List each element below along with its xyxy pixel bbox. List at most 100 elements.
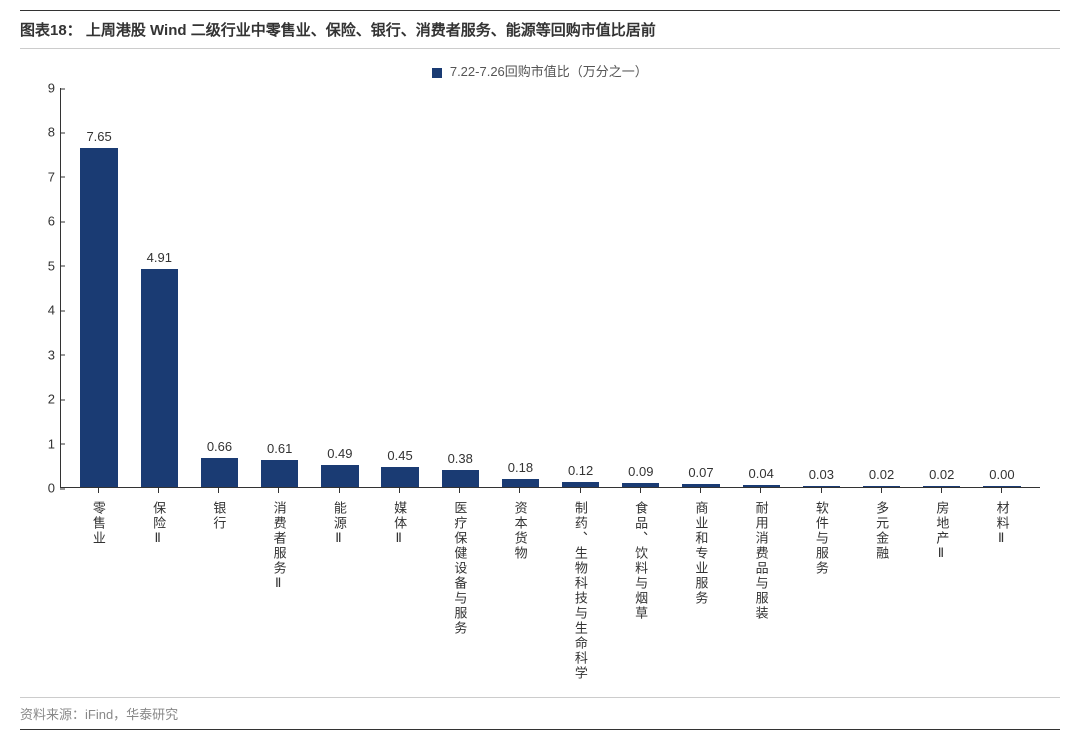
x-axis-label: 制药、生物科技与生命科学 [572, 501, 588, 681]
x-label-slot: 银行 [189, 501, 249, 681]
bar-slot: 0.09 [611, 88, 671, 487]
y-tick-label: 4 [30, 303, 55, 318]
y-axis: 0123456789 [30, 88, 55, 488]
bar-slot: 0.66 [189, 88, 249, 487]
bar-slot: 0.61 [250, 88, 310, 487]
x-axis-label: 多元金融 [874, 501, 890, 681]
legend-label: 7.22-7.26回购市值比（万分之一） [450, 64, 648, 79]
bar-value-label: 0.12 [568, 463, 593, 478]
x-label-slot: 资本货物 [490, 501, 550, 681]
y-tick-label: 8 [30, 125, 55, 140]
bar-slot: 0.12 [551, 88, 611, 487]
bar-value-label: 0.45 [387, 448, 412, 463]
bar: 0.02 [923, 486, 960, 487]
bar-slot: 0.07 [671, 88, 731, 487]
chart-area: 0123456789 7.654.910.660.610.490.450.380… [60, 88, 1040, 488]
y-tick-label: 5 [30, 258, 55, 273]
bar-slot: 0.18 [490, 88, 550, 487]
bar-slot: 0.49 [310, 88, 370, 487]
x-axis-label: 食品、饮料与烟草 [633, 501, 649, 681]
bar-value-label: 0.04 [749, 466, 774, 481]
bar: 0.61 [261, 460, 298, 487]
x-label-slot: 房地产Ⅱ [912, 501, 972, 681]
bar: 0.09 [622, 483, 659, 487]
bar: 0.12 [562, 482, 599, 487]
bar: 7.65 [80, 148, 117, 487]
x-label-slot: 软件与服务 [791, 501, 851, 681]
x-axis-label: 媒体Ⅱ [392, 501, 408, 681]
bar-slot: 0.38 [430, 88, 490, 487]
x-axis-label: 消费者服务Ⅱ [271, 501, 287, 681]
x-label-slot: 保险Ⅱ [128, 501, 188, 681]
x-axis-label: 软件与服务 [813, 501, 829, 681]
bar-value-label: 0.66 [207, 439, 232, 454]
x-label-slot: 制药、生物科技与生命科学 [550, 501, 610, 681]
x-ticks [60, 488, 1040, 493]
bar-value-label: 0.18 [508, 460, 533, 475]
bar-value-label: 0.38 [448, 451, 473, 466]
x-axis-label: 医疗保健设备与服务 [452, 501, 468, 681]
x-label-slot: 材料Ⅱ [972, 501, 1032, 681]
x-axis-label: 保险Ⅱ [151, 501, 167, 681]
y-tick-label: 1 [30, 436, 55, 451]
bar-value-label: 0.09 [628, 464, 653, 479]
bar-value-label: 0.49 [327, 446, 352, 461]
x-label-slot: 医疗保健设备与服务 [430, 501, 490, 681]
bar: 0.03 [803, 486, 840, 487]
x-label-slot: 耐用消费品与服装 [731, 501, 791, 681]
chart-title-row: 图表18： 上周港股 Wind 二级行业中零售业、保险、银行、消费者服务、能源等… [20, 10, 1060, 49]
bar-value-label: 0.07 [688, 465, 713, 480]
x-label-slot: 商业和专业服务 [671, 501, 731, 681]
x-axis-label: 银行 [211, 501, 227, 681]
plot-area: 7.65 4.91 0.66 0.61 0.49 0.45 0.38 0.18 0.12 0.09… [60, 88, 1040, 488]
bar: 4.91 [141, 269, 178, 487]
y-tick-label: 0 [30, 481, 55, 496]
bar: 0.18 [502, 479, 539, 487]
bar: 0.38 [442, 470, 479, 487]
bar: 0.49 [321, 465, 358, 487]
bar-value-label: 0.00 [989, 467, 1014, 482]
y-tick-label: 6 [30, 214, 55, 229]
y-tick-label: 2 [30, 392, 55, 407]
bar-slot: 0.04 [731, 88, 791, 487]
x-axis-label: 耐用消费品与服装 [753, 501, 769, 681]
x-axis-label: 能源Ⅱ [331, 501, 347, 681]
bar: 0.45 [381, 467, 418, 487]
bar-slot: 0.00 [972, 88, 1032, 487]
title-prefix: 图表18： [20, 22, 82, 39]
x-axis-label: 零售业 [90, 501, 106, 681]
x-label-slot: 零售业 [68, 501, 128, 681]
bar-slot: 0.45 [370, 88, 430, 487]
bar-slot: 0.02 [851, 88, 911, 487]
legend: 7.22-7.26回购市值比（万分之一） [20, 53, 1060, 88]
x-axis-label: 资本货物 [512, 501, 528, 681]
x-axis-label: 材料Ⅱ [994, 501, 1010, 681]
title-text: 上周港股 Wind 二级行业中零售业、保险、银行、消费者服务、能源等回购市值比居… [86, 22, 656, 39]
bar-slot: 0.03 [791, 88, 851, 487]
bar-slot: 4.91 [129, 88, 189, 487]
x-axis-label: 房地产Ⅱ [934, 501, 950, 681]
x-axis-label: 商业和专业服务 [693, 501, 709, 681]
bar-value-label: 0.61 [267, 441, 292, 456]
bar-value-label: 0.03 [809, 467, 834, 482]
bars-container: 7.65 4.91 0.66 0.61 0.49 0.45 0.38 0.18 0.12 0.09… [61, 88, 1040, 487]
bar: 0.00 [983, 486, 1020, 487]
bar-value-label: 4.91 [147, 250, 172, 265]
bar-value-label: 0.02 [929, 467, 954, 482]
x-label-slot: 能源Ⅱ [309, 501, 369, 681]
x-axis-labels: 零售业 保险Ⅱ 银行 消费者服务Ⅱ 能源Ⅱ 媒体Ⅱ 医疗保健设备与服务 资本货物 制药、生物科技… [60, 493, 1040, 681]
bar-slot: 0.02 [912, 88, 972, 487]
bar-value-label: 7.65 [86, 129, 111, 144]
bar-slot: 7.65 [69, 88, 129, 487]
x-label-slot: 消费者服务Ⅱ [249, 501, 309, 681]
x-label-slot: 多元金融 [851, 501, 911, 681]
legend-marker [432, 68, 442, 78]
bar: 0.04 [743, 485, 780, 487]
bar: 0.02 [863, 486, 900, 487]
bar: 0.66 [201, 458, 238, 487]
source-attribution: 资料来源：iFind，华泰研究 [20, 697, 1060, 730]
bar-value-label: 0.02 [869, 467, 894, 482]
y-tick-label: 9 [30, 81, 55, 96]
x-label-slot: 媒体Ⅱ [369, 501, 429, 681]
bar: 0.07 [682, 484, 719, 487]
